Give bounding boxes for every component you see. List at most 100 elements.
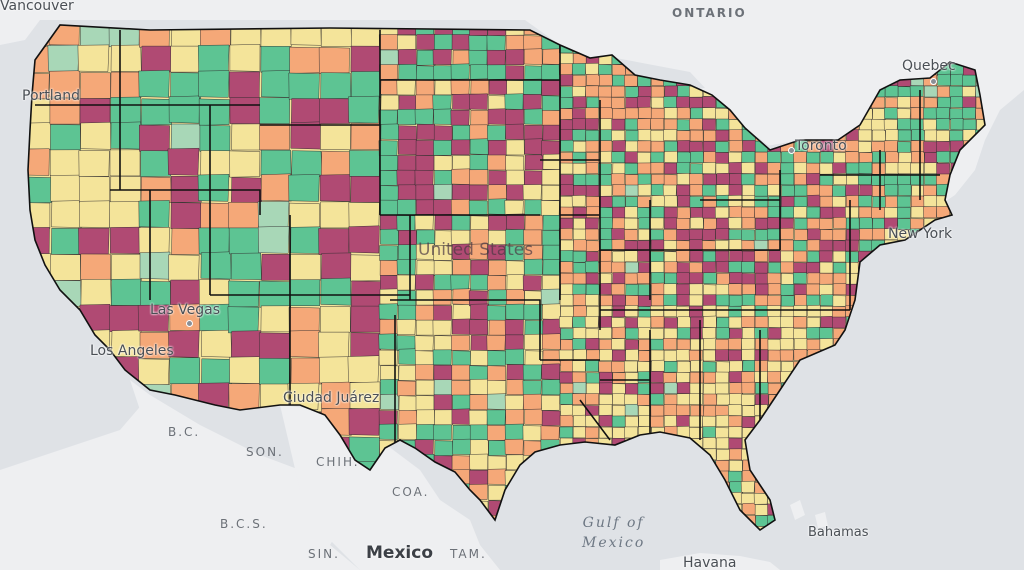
county-cell[interactable] <box>689 74 704 87</box>
county-cell[interactable] <box>806 42 821 54</box>
county-cell[interactable] <box>559 196 574 208</box>
county-cell[interactable] <box>167 459 200 488</box>
county-cell[interactable] <box>51 200 83 228</box>
county-cell[interactable] <box>988 405 1001 416</box>
county-cell[interactable] <box>859 426 873 439</box>
county-cell[interactable] <box>806 108 821 120</box>
county-cell[interactable] <box>703 393 718 406</box>
county-cell[interactable] <box>703 74 718 87</box>
county-cell[interactable] <box>397 290 417 306</box>
county-cell[interactable] <box>650 305 664 318</box>
county-cell[interactable] <box>950 426 964 439</box>
county-cell[interactable] <box>200 251 232 280</box>
county-cell[interactable] <box>611 42 626 54</box>
county-cell[interactable] <box>110 436 141 464</box>
county-cell[interactable] <box>560 283 574 296</box>
county-cell[interactable] <box>975 361 989 373</box>
county-cell[interactable] <box>78 227 110 255</box>
county-cell[interactable] <box>715 108 729 120</box>
county-cell[interactable] <box>949 326 964 339</box>
county-cell[interactable] <box>612 162 627 175</box>
county-cell[interactable] <box>950 41 964 54</box>
county-cell[interactable] <box>820 139 834 152</box>
county-cell[interactable] <box>962 96 977 109</box>
county-cell[interactable] <box>637 371 652 384</box>
county-cell[interactable] <box>910 107 925 120</box>
county-cell[interactable] <box>168 95 200 124</box>
county-cell[interactable] <box>806 339 821 351</box>
county-cell[interactable] <box>962 272 977 285</box>
county-cell[interactable] <box>975 382 989 395</box>
county-cell[interactable] <box>138 227 170 254</box>
county-cell[interactable] <box>664 251 678 263</box>
county-cell[interactable] <box>702 482 717 495</box>
county-cell[interactable] <box>542 244 562 261</box>
county-cell[interactable] <box>728 448 743 461</box>
county-cell[interactable] <box>677 195 692 208</box>
county-cell[interactable] <box>962 481 977 494</box>
county-cell[interactable] <box>584 260 599 273</box>
county-cell[interactable] <box>559 316 573 329</box>
county-cell[interactable] <box>468 515 488 531</box>
county-cell[interactable] <box>950 73 964 86</box>
county-cell[interactable] <box>741 162 755 174</box>
county-cell[interactable] <box>522 364 542 381</box>
county-cell[interactable] <box>140 280 171 308</box>
county-cell[interactable] <box>22 331 53 359</box>
county-cell[interactable] <box>885 492 899 505</box>
county-cell[interactable] <box>962 86 976 98</box>
county-cell[interactable] <box>559 74 574 87</box>
county-cell[interactable] <box>781 97 796 109</box>
county-cell[interactable] <box>819 272 834 285</box>
county-cell[interactable] <box>488 440 508 456</box>
county-cell[interactable] <box>897 262 912 274</box>
county-cell[interactable] <box>20 202 51 230</box>
county-cell[interactable] <box>949 514 964 527</box>
county-cell[interactable] <box>988 394 1002 405</box>
county-cell[interactable] <box>571 108 586 120</box>
county-cell[interactable] <box>171 21 203 47</box>
county-cell[interactable] <box>792 316 807 329</box>
county-cell[interactable] <box>715 371 730 384</box>
county-cell[interactable] <box>637 129 652 142</box>
county-cell[interactable] <box>598 515 612 527</box>
county-cell[interactable] <box>742 20 756 32</box>
county-cell[interactable] <box>138 358 170 386</box>
county-cell[interactable] <box>434 484 453 501</box>
county-cell[interactable] <box>110 44 142 72</box>
county-cell[interactable] <box>845 295 860 307</box>
county-cell[interactable] <box>677 85 691 98</box>
county-cell[interactable] <box>638 86 652 98</box>
county-cell[interactable] <box>450 109 470 126</box>
county-cell[interactable] <box>676 504 691 516</box>
county-cell[interactable] <box>832 240 847 252</box>
county-cell[interactable] <box>291 98 322 125</box>
county-cell[interactable] <box>559 414 574 427</box>
county-cell[interactable] <box>141 462 173 490</box>
county-cell[interactable] <box>859 360 874 373</box>
county-cell[interactable] <box>715 427 730 439</box>
county-cell[interactable] <box>599 216 614 229</box>
county-cell[interactable] <box>975 327 988 340</box>
county-cell[interactable] <box>663 317 678 329</box>
county-cell[interactable] <box>505 334 524 351</box>
county-cell[interactable] <box>416 65 436 82</box>
county-cell[interactable] <box>599 207 613 219</box>
county-cell[interactable] <box>504 245 524 261</box>
county-cell[interactable] <box>138 21 170 48</box>
county-cell[interactable] <box>452 425 472 441</box>
county-cell[interactable] <box>962 514 977 527</box>
county-cell[interactable] <box>832 481 846 494</box>
county-cell[interactable] <box>487 393 506 410</box>
county-cell[interactable] <box>989 262 1002 273</box>
county-cell[interactable] <box>872 405 886 417</box>
county-cell[interactable] <box>650 482 665 494</box>
county-cell[interactable] <box>897 284 912 296</box>
county-cell[interactable] <box>598 361 613 373</box>
county-cell[interactable] <box>896 195 911 208</box>
county-cell[interactable] <box>845 118 860 131</box>
county-cell[interactable] <box>885 284 900 296</box>
county-cell[interactable] <box>625 261 640 274</box>
county-cell[interactable] <box>506 514 525 530</box>
county-cell[interactable] <box>767 272 781 285</box>
